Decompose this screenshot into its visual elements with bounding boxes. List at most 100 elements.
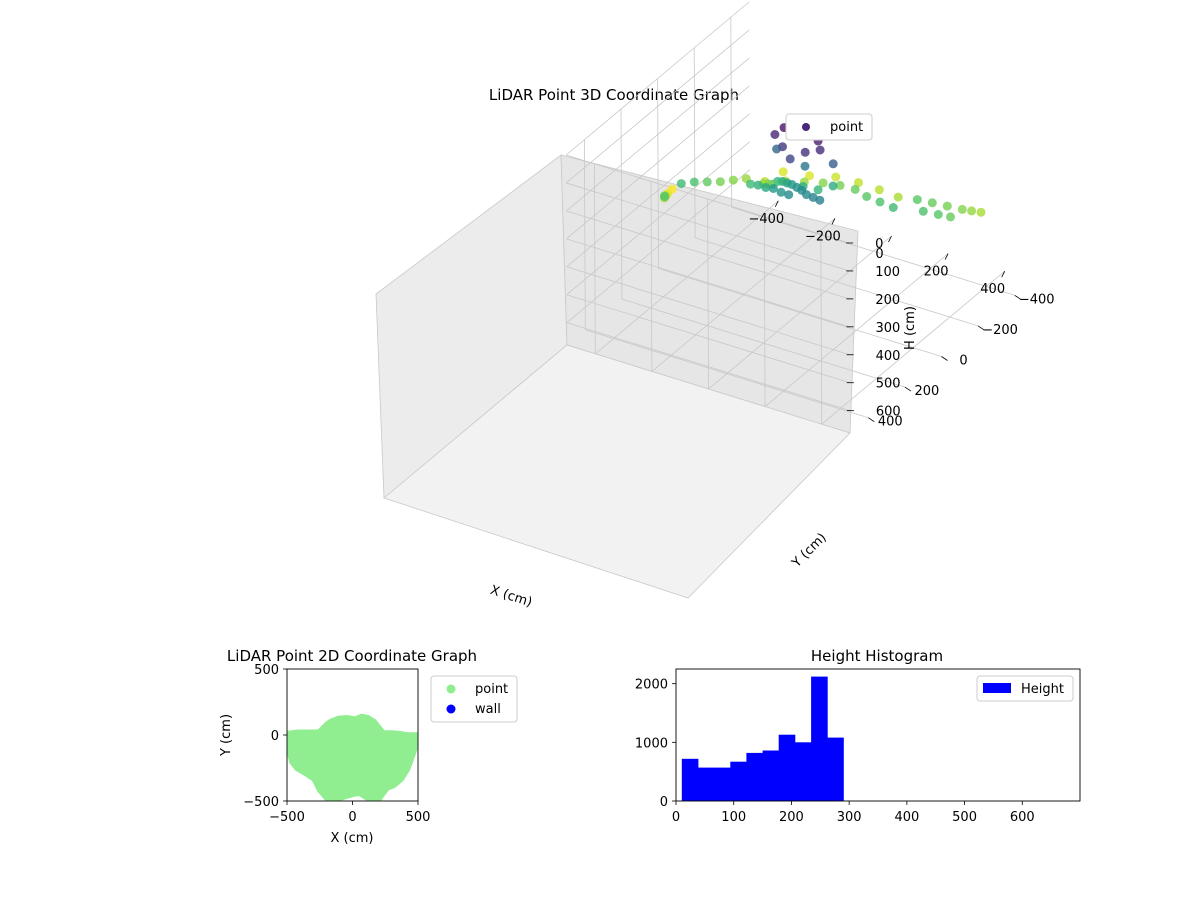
plot3d-point: [776, 187, 786, 197]
histogram-xtick-label: 600: [1010, 810, 1035, 825]
plot3d-point: [946, 212, 955, 222]
plot3d-point: [800, 161, 810, 171]
plot3d-point: [778, 167, 788, 177]
plot3d-gridline: [566, 57, 750, 212]
histogram-xtick-label: 100: [721, 810, 746, 825]
plot2d-ytick-label: 0: [271, 729, 279, 744]
plot3d-pane-floor: [383, 344, 851, 599]
plot3d-point: [828, 159, 838, 169]
plot2d-ticks: −500 0 500 −500 0 500: [243, 663, 430, 825]
plot3d-ytick: [868, 417, 875, 423]
plot3d-ytick-label: −200: [982, 323, 1018, 338]
histogram-bar: [827, 737, 844, 801]
plot3d-gridline: [566, 182, 850, 272]
plot3d-point: [828, 181, 838, 191]
plot3d-xtick-label: −400: [748, 212, 784, 227]
histogram-bar: [697, 767, 715, 801]
histogram-bar: [811, 676, 828, 801]
histogram-bar: [714, 767, 731, 801]
plot3d-point: [815, 145, 825, 155]
plot3d-ztick-label: 600: [876, 405, 901, 420]
plot3d-point: [818, 178, 828, 188]
plot2d-legend-point-marker: [446, 684, 456, 694]
plot3d-point: [831, 172, 841, 182]
plot3d-point: [728, 175, 738, 185]
plot3d-ytick: [941, 356, 948, 361]
histogram-legend-label: Height: [1021, 682, 1064, 697]
histogram-bar: [778, 734, 796, 801]
plot3d-ytick-label: 0: [959, 354, 967, 369]
plot3d-point: [689, 177, 699, 187]
plot3d-gridline: [730, 17, 733, 208]
plot3d-point: [660, 192, 670, 202]
plot3d-point: [927, 198, 937, 208]
plot3d-point: [874, 185, 884, 195]
plot3d-point: [933, 210, 943, 219]
plot3d-ztick-label: 200: [875, 293, 900, 308]
plot3d-point: [888, 203, 898, 212]
plot2d-point-region: [287, 713, 418, 801]
plot3d-point: [976, 207, 986, 217]
plot3d-xtick: [888, 235, 892, 243]
plot3d-gridline: [565, 29, 750, 184]
plot3d-gridline: [620, 109, 623, 300]
plot2d-legend-wall-label: wall: [475, 702, 501, 717]
histogram-xtick-label: 0: [672, 810, 680, 825]
plot3d-xlabel: X (cm): [488, 583, 534, 611]
plot3d-point: [702, 177, 712, 187]
plot3d-xtick-label: 200: [924, 265, 949, 280]
plot2d-legend-point-label: point: [475, 682, 508, 697]
histogram-bar: [794, 742, 812, 801]
plot3d-gridline: [566, 294, 850, 384]
plot3d-ylabel: Y (cm): [789, 530, 830, 571]
plot3d-legend-box: [785, 113, 873, 141]
plot3d-ytick: [977, 325, 985, 331]
plot3d: LiDAR Point 3D Coordinate Graph −400 −200…: [375, 1, 1055, 611]
plot3d-point: [850, 184, 860, 194]
histogram-xtick-label: 200: [779, 810, 804, 825]
plot3d-xtick-label: 0: [875, 247, 883, 262]
plot3d-xtick: [944, 253, 949, 260]
plot3d-point: [918, 206, 928, 216]
plot3d-grid: [565, 1, 1015, 425]
plot3d-ytick: [1014, 294, 1021, 300]
plot3d-legend-marker: [802, 123, 810, 131]
plot3d-gridline: [731, 206, 1015, 296]
plot3d-ztick-label: 500: [876, 377, 901, 392]
plot3d-point: [770, 130, 780, 139]
plot3d-point: [862, 192, 872, 201]
plot3d-point: [957, 204, 967, 214]
plot3d-xtick-label: −200: [805, 229, 841, 244]
histogram-legend-box: [976, 675, 1074, 702]
plot3d-point: [715, 177, 725, 187]
plot3d-ytick-label: −400: [1019, 292, 1055, 307]
plot3d-gridline: [566, 238, 850, 328]
plot3d-gridline: [594, 163, 596, 354]
plot2d-ylabel: Y (cm): [219, 714, 234, 757]
plot2d: LiDAR Point 2D Coordinate Graph −500 0 500…: [219, 647, 518, 846]
plot3d-gridline: [566, 266, 850, 356]
plot3d-gridline: [565, 154, 850, 244]
plot2d-xtick-label: −500: [269, 810, 305, 825]
plot3d-point: [768, 184, 778, 193]
histogram-ytick-label: 0: [660, 795, 668, 810]
plot3d-xtick: [774, 200, 779, 207]
plot3d-point: [800, 147, 810, 157]
plot3d-ztick-label: 400: [876, 349, 901, 364]
plot3d-point: [813, 185, 823, 195]
plot3d-gridline: [585, 329, 869, 419]
plot3d-point: [785, 154, 795, 164]
plot3d-gridline: [693, 47, 696, 238]
histogram-bar: [730, 761, 747, 801]
plot3d-point: [912, 195, 922, 205]
plot3d-point: [753, 180, 763, 190]
plot2d-legend: point wall: [430, 675, 518, 723]
plot3d-title: LiDAR Point 3D Coordinate Graph: [489, 86, 739, 104]
histogram-bars: [681, 676, 844, 801]
plot3d-gridline: [566, 210, 850, 300]
plot2d-legend-wall-marker: [446, 704, 456, 714]
plot3d-gridline: [566, 141, 751, 296]
plot3d-point: [967, 206, 977, 216]
histogram-bar: [746, 752, 763, 801]
plot3d-gridline: [565, 1, 750, 156]
